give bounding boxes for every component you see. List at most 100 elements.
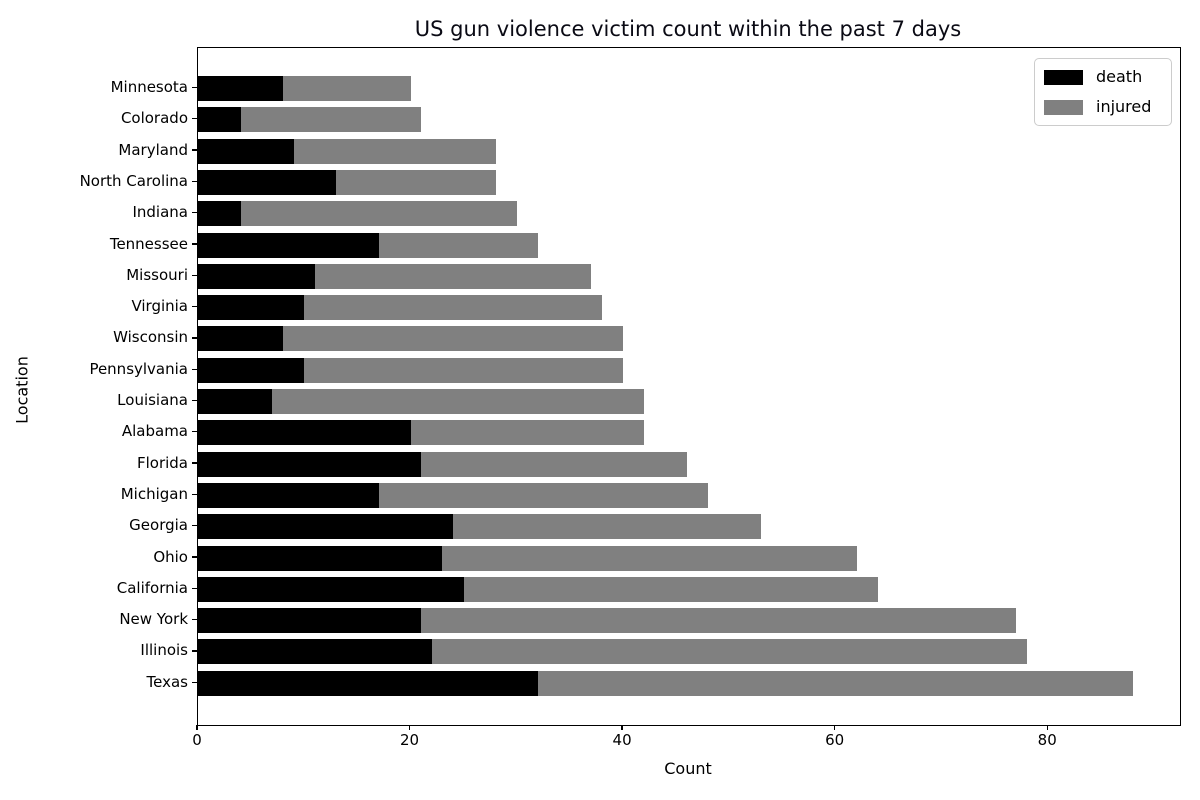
- legend-label: death: [1096, 67, 1143, 86]
- bar-segment-injured: [421, 451, 687, 477]
- bar-segment-death: [198, 295, 305, 321]
- bar-segment-death: [198, 420, 411, 446]
- bar-row: [198, 545, 1180, 571]
- bar-row: [198, 670, 1180, 696]
- y-tick-label: Texas: [146, 672, 188, 691]
- y-tick-label: Ohio: [153, 547, 188, 566]
- bar-segment-injured: [283, 76, 411, 101]
- bar-segment-injured: [538, 670, 1134, 696]
- bar-row: [198, 326, 1180, 352]
- x-tick-mark: [1046, 725, 1048, 730]
- legend-swatch-death: [1044, 69, 1083, 85]
- bar-row: [198, 232, 1180, 258]
- x-tick-mark: [196, 725, 198, 730]
- y-tick-mark: [192, 525, 197, 527]
- y-tick-label: Virginia: [131, 297, 188, 316]
- x-axis-title: Count: [664, 759, 712, 778]
- bar-segment-injured: [240, 201, 517, 227]
- chart-title: US gun violence victim count within the …: [414, 17, 962, 41]
- y-tick-mark: [192, 556, 197, 558]
- y-tick-label: New York: [119, 610, 188, 629]
- y-tick-label: Illinois: [140, 641, 188, 660]
- y-tick-label: Louisiana: [117, 391, 188, 409]
- y-tick-mark: [192, 337, 197, 339]
- bar-segment-injured: [240, 107, 422, 133]
- y-tick-label: Wisconsin: [113, 328, 188, 347]
- x-tick-mark: [408, 725, 411, 730]
- y-tick-mark: [192, 618, 197, 621]
- bar-row: [198, 389, 1180, 414]
- bar-row: [198, 263, 1180, 289]
- y-tick-mark: [192, 368, 197, 370]
- y-tick-mark: [192, 243, 197, 245]
- y-tick-label: Pennsylvania: [89, 359, 188, 378]
- y-tick-mark: [192, 650, 197, 652]
- legend-swatch-injured: [1044, 99, 1083, 115]
- bar-segment-injured: [378, 232, 539, 258]
- y-tick-mark: [192, 149, 197, 151]
- bar-segment-death: [198, 482, 379, 508]
- bar-segment-death: [198, 514, 454, 540]
- y-tick-mark: [192, 399, 197, 402]
- bar-segment-injured: [283, 326, 624, 352]
- y-tick-label: Tennessee: [109, 234, 188, 253]
- y-tick-label: Michigan: [120, 484, 188, 503]
- bar-row: [198, 357, 1180, 383]
- legend-label: injured: [1096, 97, 1152, 116]
- y-tick-mark: [192, 431, 197, 433]
- bar-row: [198, 451, 1180, 477]
- bar-row: [198, 76, 1180, 101]
- bar-row: [198, 482, 1180, 508]
- bar-segment-injured: [336, 169, 496, 195]
- bar-segment-injured: [421, 608, 1017, 634]
- bar-segment-death: [198, 670, 539, 696]
- bar-segment-death: [198, 263, 315, 289]
- bar-segment-death: [198, 576, 464, 602]
- y-tick-mark: [192, 212, 197, 214]
- x-tick-label: 60: [825, 731, 845, 749]
- bar-segment-death: [198, 326, 284, 352]
- y-tick-mark: [192, 587, 197, 589]
- bar-segment-death: [198, 639, 432, 665]
- y-tick-mark: [192, 681, 197, 683]
- bar-row: [198, 608, 1180, 634]
- bar-segment-injured: [431, 639, 1027, 665]
- y-tick-label: Indiana: [132, 203, 188, 222]
- bar-row: [198, 107, 1180, 133]
- bar-segment-injured: [410, 420, 645, 446]
- x-tick-mark: [621, 725, 623, 730]
- x-tick-label: 20: [400, 731, 420, 749]
- y-tick-mark: [192, 274, 197, 276]
- y-tick-label: Minnesota: [110, 78, 188, 96]
- y-tick-label: Colorado: [120, 109, 188, 128]
- bar-segment-injured: [378, 482, 709, 508]
- bar-row: [198, 295, 1180, 321]
- bar-segment-death: [198, 389, 273, 414]
- bar-segment-death: [198, 357, 305, 383]
- y-tick-mark: [192, 493, 197, 496]
- bar-row: [198, 514, 1180, 540]
- bar-segment-death: [198, 138, 294, 164]
- y-tick-mark: [192, 180, 197, 183]
- x-tick-label: 0: [192, 731, 202, 749]
- y-tick-mark: [192, 118, 197, 120]
- y-tick-label: Alabama: [121, 422, 188, 441]
- bar-row: [198, 639, 1180, 665]
- bar-segment-injured: [293, 138, 496, 164]
- bar-segment-injured: [304, 357, 624, 383]
- bar-segment-injured: [442, 545, 857, 571]
- plot-area: death injured: [197, 47, 1181, 726]
- bar-segment-death: [198, 545, 443, 571]
- y-tick-label: Georgia: [129, 516, 188, 535]
- legend-item: death: [1044, 65, 1162, 89]
- y-tick-mark: [192, 86, 197, 89]
- bar-segment-injured: [272, 389, 645, 414]
- bar-row: [198, 576, 1180, 602]
- bar-segment-death: [198, 107, 241, 133]
- y-tick-label: Florida: [136, 453, 188, 472]
- y-tick-label: Missouri: [126, 265, 188, 284]
- y-tick-label: California: [116, 578, 188, 597]
- x-tick-label: 80: [1037, 731, 1057, 749]
- legend: death injured: [1034, 58, 1172, 126]
